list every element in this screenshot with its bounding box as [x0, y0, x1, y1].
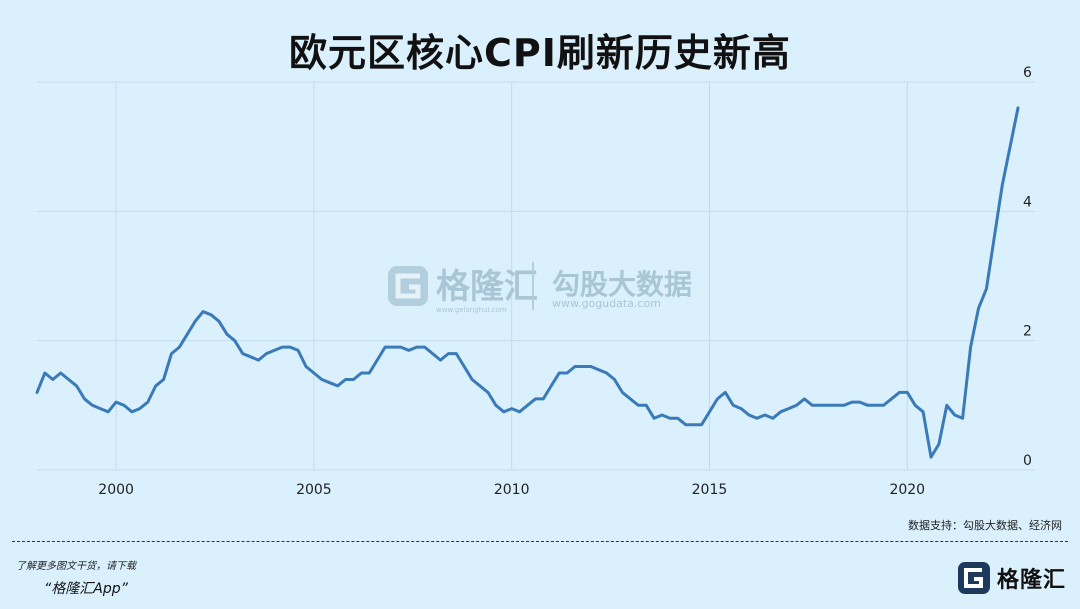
watermark-partner-url: www.gogudata.com — [552, 297, 661, 310]
watermark-logo-icon — [388, 266, 428, 306]
series-line — [35, 106, 1020, 459]
chart-title: 欧元区核心CPI刷新历史新高 — [289, 31, 791, 75]
x-tick-label: 2010 — [494, 482, 530, 498]
footer-divider — [12, 541, 1068, 542]
x-tick-label: 2000 — [98, 482, 134, 498]
watermark-partner: 勾股大数据 — [552, 268, 692, 301]
data-source: 数据支持：勾股大数据、经济网 — [908, 519, 1062, 532]
y-tick-label: 2 — [1023, 324, 1032, 340]
grid — [37, 81, 1035, 471]
axes: 0 2 4 6 2000 2005 2010 2015 2020 — [98, 65, 1032, 498]
watermark-brand: 格隆汇 — [436, 267, 538, 307]
y-tick-label: 0 — [1023, 453, 1032, 469]
brand-logo-icon — [957, 562, 990, 594]
x-tick-label: 2015 — [692, 482, 728, 498]
watermark-brand-url: www.gelonghui.com — [436, 306, 507, 314]
watermark: 格隆汇 www.gelonghui.com 勾股大数据 www.gogudata… — [388, 262, 692, 314]
y-tick-label: 4 — [1023, 194, 1032, 210]
x-tick-label: 2020 — [889, 482, 925, 498]
brand-logo: 格隆汇 — [957, 558, 1066, 598]
x-tick-label: 2005 — [296, 482, 332, 498]
brand-name: 格隆汇 — [996, 568, 1066, 593]
app-name: “格隆汇App” — [44, 581, 128, 597]
y-tick-label: 6 — [1023, 65, 1032, 81]
download-prompt: 了解更多图文干货，请下载 — [16, 561, 136, 572]
